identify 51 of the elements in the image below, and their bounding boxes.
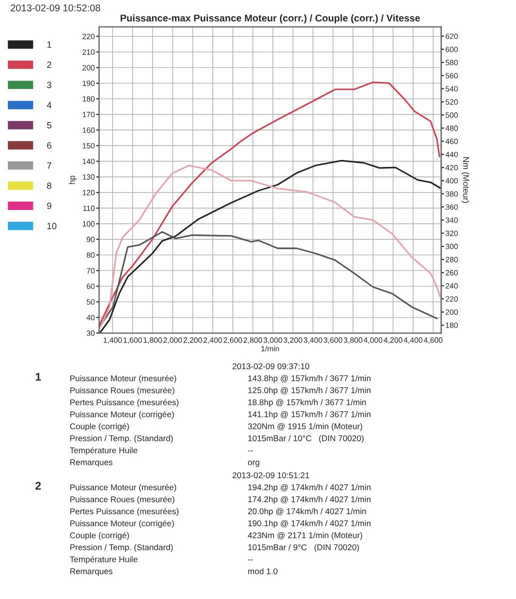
- text: Puissance Moteur (mesurée): [70, 375, 176, 383]
- text: 194.2hp @ 174km/h / 4027 1/min: [248, 484, 370, 492]
- text: Couple (corrigé): [70, 532, 129, 540]
- text: Puissance Moteur (corrigée): [70, 520, 174, 528]
- text: 2013-02-09 10:51:21: [232, 472, 310, 478]
- line-series: [99, 231, 438, 328]
- line-series: [99, 81, 440, 326]
- text: 1: [36, 373, 41, 381]
- text: Remarques: [70, 568, 112, 576]
- text: 125.0hp @ 157km/h / 3677 1/min: [248, 387, 370, 395]
- legend-label: 6: [47, 142, 52, 149]
- text: Puissance Moteur (corrigée): [70, 411, 174, 419]
- text: 1015mBar / 10°C (DIN 70020): [248, 435, 364, 443]
- text: Température Huile: [70, 556, 138, 564]
- text: 2013-02-09 09:37:10: [232, 363, 310, 370]
- text: 20.0hp @ 174km/h / 4027 1/min: [248, 508, 366, 516]
- text: 18.8hp @ 157km/h / 3677 1/min: [248, 399, 366, 407]
- text: Couple (corrigé): [70, 423, 129, 431]
- y2-axis-title: Nm (Moteur): [461, 157, 470, 203]
- text: --: [248, 450, 253, 452]
- text: 190.1hp @ 174km/h / 4027 1/min: [248, 520, 370, 528]
- text: Température Huile: [70, 447, 138, 455]
- text: Remarques: [70, 459, 112, 467]
- text: Puissance Roues (mesurée): [70, 387, 174, 395]
- y-axis-title: hp: [68, 176, 77, 184]
- legend-label: 10: [47, 222, 56, 230]
- text: Pression / Temp. (Standard): [70, 544, 173, 552]
- legend-label: 7: [47, 162, 52, 169]
- legend-label: 1: [47, 42, 52, 48]
- text: Pertes Puissance (mesurées): [70, 399, 178, 407]
- text: 320Nm @ 1915 1/min (Moteur): [248, 423, 362, 431]
- text: 141.1hp @ 157km/h / 3677 1/min: [248, 411, 370, 419]
- text: mod 1.0: [248, 568, 278, 574]
- legend-label: 2: [47, 62, 52, 68]
- legend-label: 9: [47, 202, 52, 210]
- text: 143.8hp @ 157km/h / 3677 1/min: [248, 375, 370, 383]
- text: 2013-02-09 10:52:08: [10, 4, 100, 12]
- text: 2: [35, 482, 41, 490]
- text: Pression / Temp. (Standard): [70, 435, 173, 443]
- text: Pertes Puissance (mesurées): [70, 508, 178, 516]
- legend-label: 3: [47, 82, 52, 88]
- text: org: [248, 460, 260, 467]
- text: 1015mBar / 9°C (DIN 70020): [248, 544, 359, 552]
- text: 174.2hp @ 174km/h / 4027 1/min: [248, 496, 370, 504]
- legend-label: 8: [47, 182, 52, 189]
- text: Puissance Roues (mesurée): [70, 496, 174, 504]
- legend-label: 5: [47, 122, 52, 128]
- text: 423Nm @ 2171 1/min (Moteur): [248, 532, 362, 540]
- text: Puissance Moteur (mesurée): [70, 484, 176, 492]
- chart-title: Puissance-max Puissance Moteur (corr.) / Couple (corr.) / Vitesse: [120, 14, 420, 24]
- legend-label: 4: [46, 102, 52, 108]
